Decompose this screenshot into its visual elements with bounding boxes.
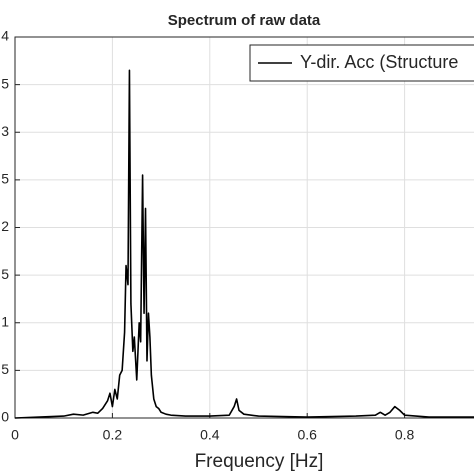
y-tick-label: 4 xyxy=(1,28,9,44)
x-tick-label: 0.4 xyxy=(200,427,220,443)
x-tick-label: 0.2 xyxy=(103,427,123,443)
x-tick-label: 0 xyxy=(11,427,19,443)
y-tick-label: 3.5 xyxy=(0,75,9,91)
x-tick-label: 0.6 xyxy=(297,427,317,443)
y-tick-label: 1.5 xyxy=(0,266,9,282)
y-tick-label: 0 xyxy=(1,409,9,425)
y-tick-label: 1 xyxy=(1,313,9,329)
y-tick-label: 0.5 xyxy=(0,361,9,377)
y-tick-label: 3 xyxy=(1,123,9,139)
chart-title: Spectrum of raw data xyxy=(168,12,321,29)
legend: Y-dir. Acc (Structure xyxy=(249,44,474,82)
plot-frame xyxy=(14,36,474,419)
x-axis-label: Frequency [Hz] xyxy=(195,451,324,472)
x-tick-label: 0.8 xyxy=(395,427,415,443)
y-tick-label: 2 xyxy=(1,218,9,234)
series-line xyxy=(14,69,474,419)
legend-label: Y-dir. Acc (Structure xyxy=(300,52,458,72)
y-tick-label: 2.5 xyxy=(0,171,9,187)
